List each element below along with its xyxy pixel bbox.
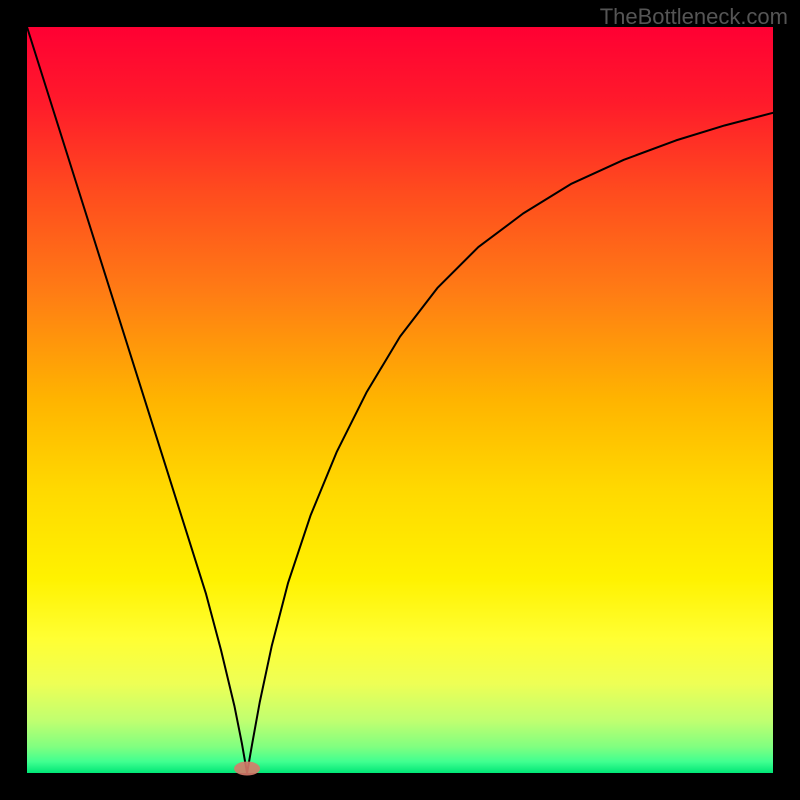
plot-background-gradient [27,27,773,773]
watermark-text: TheBottleneck.com [600,4,788,30]
chart-container: TheBottleneck.com [0,0,800,800]
minimum-marker [234,762,260,776]
bottleneck-chart [0,0,800,800]
